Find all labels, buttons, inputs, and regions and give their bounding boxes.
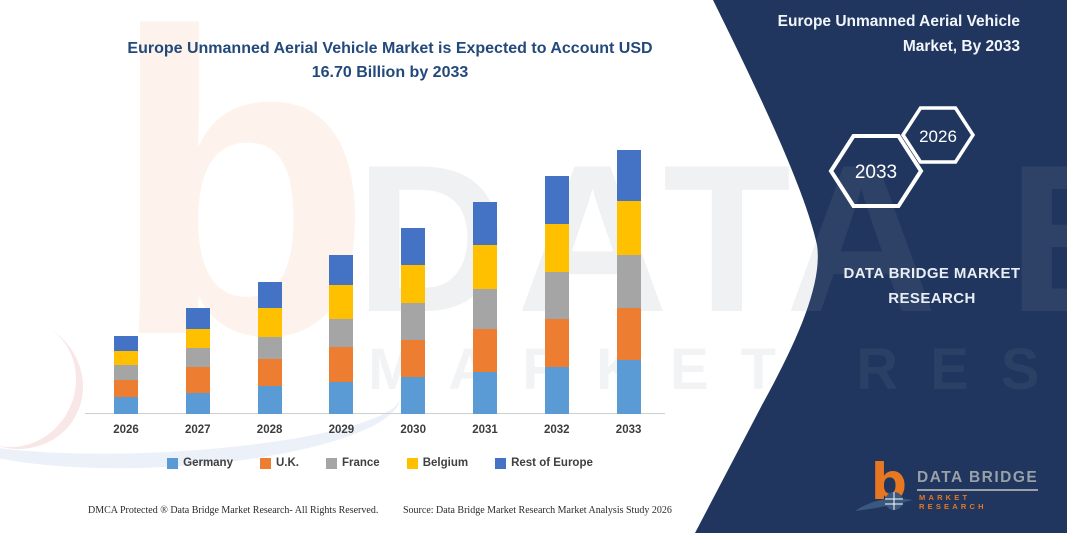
bar-segment-france-2029 [329, 319, 354, 347]
panel-brand-text: DATA BRIDGE MARKET RESEARCH [843, 265, 1021, 307]
bar-segment-france-2028 [257, 336, 282, 360]
bar-segment-u-k--2029 [329, 346, 354, 382]
source-note: Source: Data Bridge Market Research Mark… [403, 505, 672, 516]
bar-2027 [185, 308, 210, 414]
bar-2030 [401, 228, 426, 414]
legend-label: France [341, 457, 380, 469]
panel-title-line2: Market, By 2033 [902, 38, 1020, 55]
legend-label: Belgium [422, 457, 469, 469]
legend-item-germany: Germany [167, 457, 233, 469]
bar-segment-u-k--2033 [616, 308, 641, 361]
logo-subtitle-text: MARKET RESEARCH [919, 493, 987, 511]
bar-segment-belgium-2032 [544, 223, 569, 272]
bar-segment-germany-2032 [544, 366, 569, 414]
bar-segment-belgium-2030 [401, 264, 426, 303]
bar-segment-u-k--2032 [544, 319, 569, 367]
x-axis-label-2031: 2031 [472, 424, 498, 436]
bar-segment-u-k--2026 [114, 380, 138, 398]
bar-segment-belgium-2033 [616, 201, 641, 256]
bar-segment-rest-of-europe-2030 [401, 228, 426, 265]
panel-title: Europe Unmanned Aerial Vehicle Market, B… [690, 9, 1020, 59]
company-logo: b DATA BRIDGE MARKET RESEARCH [853, 455, 1043, 515]
bar-2032 [544, 176, 569, 414]
legend-item-france: France [325, 457, 380, 469]
logo-name-text: DATA BRIDGE [917, 469, 1039, 491]
bar-segment-belgium-2028 [257, 308, 282, 337]
bar-segment-germany-2031 [473, 372, 497, 414]
hexagon-2026 [900, 106, 976, 164]
bar-segment-u-k--2031 [473, 329, 497, 373]
legend-swatch-icon [406, 457, 418, 469]
bar-segment-rest-of-europe-2027 [185, 308, 210, 329]
bar-2031 [473, 202, 497, 414]
bar-segment-germany-2029 [329, 381, 354, 414]
side-panel-shape [695, 0, 1067, 533]
x-axis-label-2030: 2030 [400, 424, 426, 436]
chart-title-line1: Europe Unmanned Aerial Vehicle Market is… [127, 40, 653, 57]
bar-segment-france-2027 [185, 348, 210, 368]
bar-segment-belgium-2027 [185, 328, 210, 349]
bar-segment-u-k--2027 [185, 367, 210, 393]
bar-segment-germany-2028 [257, 386, 282, 414]
bar-segment-rest-of-europe-2033 [616, 150, 641, 202]
x-axis-line [85, 413, 665, 414]
bar-2028 [257, 281, 282, 414]
bar-2033 [616, 150, 641, 414]
bar-segment-france-2031 [473, 289, 497, 330]
bar-segment-u-k--2028 [257, 359, 282, 387]
bar-segment-france-2032 [544, 271, 569, 320]
logo-mark-icon: b [855, 455, 913, 511]
dmca-notice: DMCA Protected ® Data Bridge Market Rese… [88, 505, 379, 516]
logo-globe-lines [885, 492, 903, 510]
panel-title-line1: Europe Unmanned Aerial Vehicle [777, 13, 1020, 30]
bar-segment-germany-2030 [401, 376, 426, 414]
chart-title: Europe Unmanned Aerial Vehicle Market is… [90, 37, 690, 85]
bar-segment-rest-of-europe-2029 [329, 255, 354, 286]
bar-segment-rest-of-europe-2026 [114, 335, 138, 351]
bar-segment-rest-of-europe-2028 [257, 281, 282, 309]
bar-segment-belgium-2031 [473, 244, 497, 290]
bar-segment-u-k--2030 [401, 339, 426, 377]
x-axis-label-2028: 2028 [256, 424, 283, 436]
chart-title-line2: 16.70 Billion by 2033 [311, 64, 469, 81]
bar-2026 [114, 335, 138, 414]
legend-swatch-icon [167, 457, 179, 469]
chart-legend: Germany U.K. France Belgium Rest of Europe [90, 454, 670, 472]
legend-swatch-icon [495, 457, 507, 469]
legend-item-belgium: Belgium [406, 457, 469, 469]
x-axis-label-2029: 2029 [328, 424, 355, 436]
bar-segment-germany-2033 [616, 360, 641, 414]
bar-segment-belgium-2026 [114, 350, 138, 366]
bar-segment-rest-of-europe-2031 [473, 202, 497, 245]
bar-segment-france-2026 [114, 365, 138, 381]
x-axis-label-2026: 2026 [113, 424, 139, 436]
x-axis-label-2032: 2032 [544, 424, 570, 436]
x-axis-label-2033: 2033 [615, 424, 642, 436]
hexagon-2026-label: 2026 [919, 127, 957, 146]
bar-segment-germany-2027 [185, 392, 210, 414]
hexagon-2033 [828, 134, 924, 208]
legend-item-rest-of-europe: Rest of Europe [495, 457, 593, 469]
legend-label: Rest of Europe [511, 457, 593, 469]
bar-segment-rest-of-europe-2032 [544, 176, 569, 224]
legend-swatch-icon [259, 457, 271, 469]
bar-segment-germany-2026 [114, 397, 138, 414]
bar-2029 [329, 255, 354, 414]
legend-swatch-icon [325, 457, 337, 469]
bar-segment-belgium-2029 [329, 285, 354, 320]
hexagon-2033-label: 2033 [855, 162, 897, 183]
x-axis-label-2027: 2027 [185, 424, 211, 436]
bar-segment-france-2033 [616, 255, 641, 309]
legend-label: U.K. [275, 457, 299, 469]
legend-label: Germany [183, 457, 233, 469]
bar-segment-france-2030 [401, 302, 426, 340]
legend-item-u-k-: U.K. [259, 457, 299, 469]
